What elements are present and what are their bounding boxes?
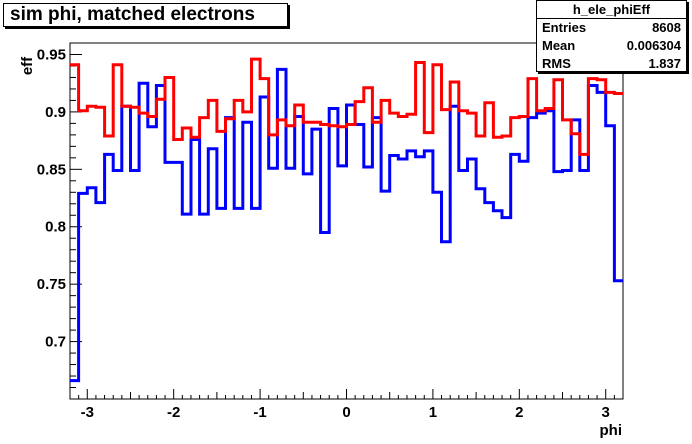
stats-label: Mean xyxy=(542,38,576,53)
x-tick-label: -3 xyxy=(81,404,94,421)
plot-frame xyxy=(69,42,624,400)
x-axis: -3 -2 -1 0 1 2 3 xyxy=(69,389,624,421)
stats-row-entries: Entries 8608 xyxy=(537,19,686,37)
x-tick-label: 2 xyxy=(515,404,523,421)
stats-histogram-name: h_ele_phiEff xyxy=(537,1,686,19)
y-tick-label: 0.7 xyxy=(45,334,66,351)
series-layer xyxy=(70,57,623,383)
stats-row-rms: RMS 1.837 xyxy=(537,55,686,73)
y-tick-label: 0.9 xyxy=(45,104,66,121)
x-axis-label: phi xyxy=(600,422,623,439)
y-tick-label: 0.8 xyxy=(45,219,66,236)
y-tick-label: 0.85 xyxy=(37,161,66,178)
stats-row-mean: Mean 0.006304 xyxy=(537,37,686,55)
chart-title: sim phi, matched electrons xyxy=(3,3,288,27)
stats-value: 0.006304 xyxy=(626,38,681,53)
y-tick-label: 0.75 xyxy=(37,276,66,293)
x-tick-label: 1 xyxy=(429,404,437,421)
stats-value: 1.837 xyxy=(648,56,681,71)
x-tick-label: -2 xyxy=(167,404,180,421)
stats-box: h_ele_phiEff Entries 8608 Mean 0.006304 … xyxy=(536,0,687,72)
series-line-red xyxy=(70,57,623,156)
y-axis: 0.7 0.75 0.8 0.85 0.9 0.95 xyxy=(37,42,82,400)
y-tick-label: 0.95 xyxy=(37,46,66,63)
x-tick-label: 3 xyxy=(602,404,610,421)
stats-label: RMS xyxy=(542,56,571,71)
stats-value: 8608 xyxy=(652,20,681,35)
stats-label: Entries xyxy=(542,20,587,35)
y-axis-label: eff xyxy=(19,56,36,75)
x-tick-label: 0 xyxy=(342,404,350,421)
x-tick-label: -1 xyxy=(253,404,266,421)
